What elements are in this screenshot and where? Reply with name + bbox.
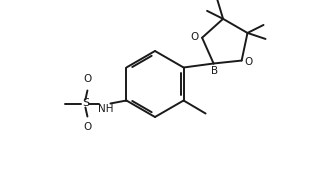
Text: B: B — [211, 66, 218, 75]
Text: O: O — [245, 56, 253, 67]
Text: O: O — [191, 32, 199, 42]
Text: NH: NH — [98, 105, 113, 114]
Text: S: S — [82, 99, 89, 108]
Text: O: O — [83, 122, 92, 133]
Text: O: O — [83, 74, 92, 85]
